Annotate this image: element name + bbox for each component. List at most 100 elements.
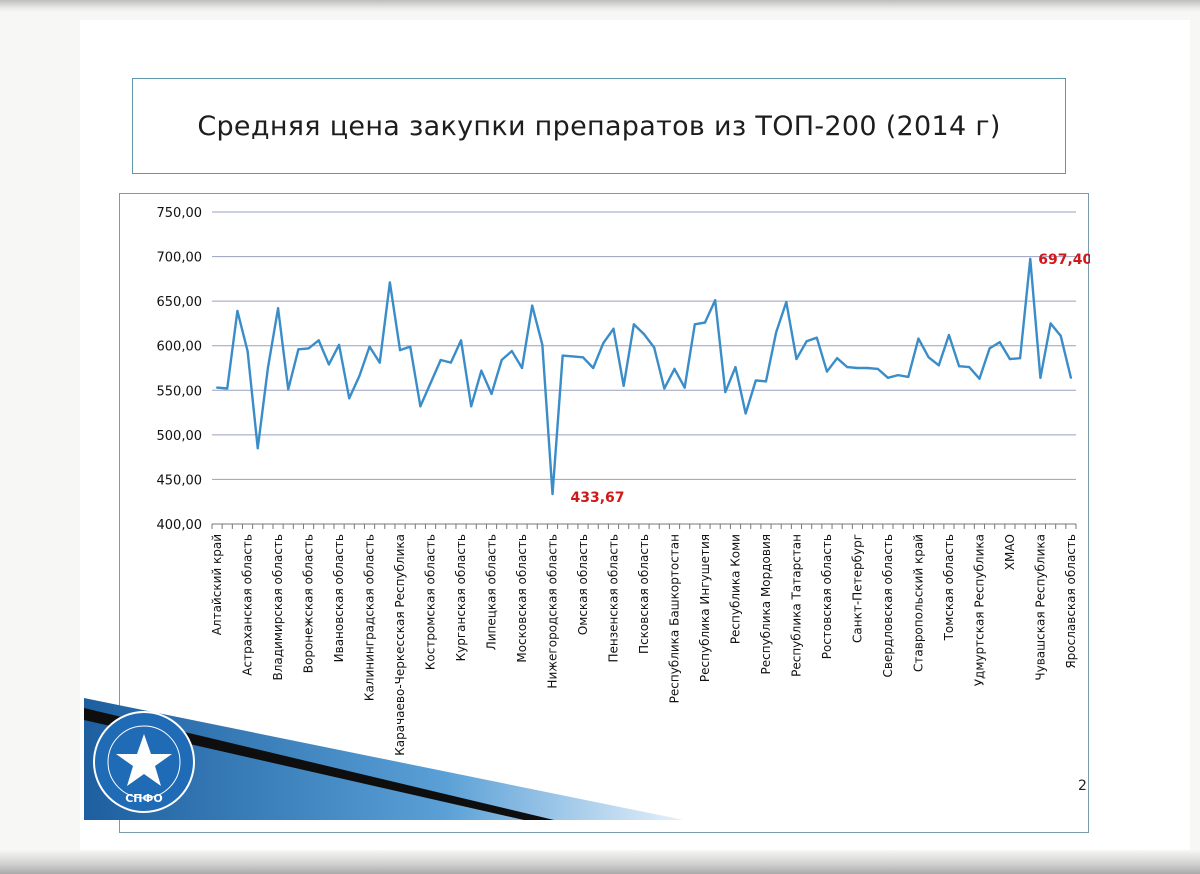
x-tick-label: Псковская область	[637, 534, 651, 654]
x-tick-label: Удмуртская Республика	[972, 534, 986, 686]
x-tick-label: Республика Ингушетия	[698, 534, 712, 682]
y-tick-label: 700,00	[157, 251, 203, 266]
data-point	[1039, 376, 1042, 379]
data-point	[531, 304, 534, 307]
data-point	[561, 354, 564, 357]
data-point	[388, 281, 391, 284]
data-point	[226, 387, 229, 390]
data-point	[459, 339, 463, 342]
data-point	[266, 366, 270, 370]
page-number: 2	[1078, 778, 1087, 794]
data-point	[602, 341, 605, 345]
line-chart: 400,00 450,00 500,00 550,00 600,00 650,00 700,…	[157, 206, 1091, 756]
x-tick-label: Московская область	[515, 534, 529, 663]
data-point	[937, 364, 940, 367]
x-tick-label: Воронежская область	[302, 534, 316, 673]
data-point	[358, 374, 361, 378]
data-point	[825, 370, 829, 373]
data-point	[215, 386, 219, 389]
scan-edge-top	[0, 0, 1200, 12]
data-point	[510, 349, 513, 353]
data-point	[917, 337, 920, 340]
data-point	[592, 366, 595, 370]
data-point	[663, 387, 666, 390]
y-axis-ticks: 400,00 450,00 500,00 550,00 600,00 650,00 700,…	[157, 206, 203, 533]
data-point	[754, 379, 757, 382]
data-point	[978, 377, 981, 380]
data-point	[764, 380, 768, 383]
y-tick-label: 550,00	[157, 384, 203, 399]
data-point	[866, 366, 869, 370]
data-point	[683, 386, 686, 389]
scan-edge-bottom	[0, 850, 1200, 874]
data-point	[947, 333, 951, 337]
data-point	[419, 405, 422, 408]
data-point	[1008, 357, 1012, 361]
data-point	[927, 356, 930, 359]
x-tick-label: Владимирская область	[271, 534, 285, 680]
data-point	[622, 384, 625, 387]
data-point	[1018, 357, 1022, 360]
data-point	[958, 365, 961, 368]
data-point	[673, 367, 676, 370]
data-point	[520, 366, 524, 370]
x-tick-label: Томская область	[942, 534, 956, 641]
x-tick-label: Ивановская область	[332, 534, 346, 662]
logo-inner-ring	[107, 725, 181, 799]
data-point	[805, 340, 808, 343]
data-point	[581, 356, 585, 359]
x-tick-label: Чувашская Республика	[1033, 534, 1047, 681]
data-point	[632, 323, 635, 326]
data-point	[785, 300, 788, 304]
data-point	[490, 392, 493, 395]
data-point	[988, 347, 991, 350]
data-point	[856, 366, 859, 370]
x-tick-label: Санкт-Петербург	[850, 534, 864, 643]
x-tick-label: Курганская область	[454, 534, 468, 661]
grid-lines	[212, 211, 1076, 525]
logo-text: СПФО	[125, 792, 163, 805]
data-point	[642, 333, 646, 336]
data-point	[876, 367, 879, 370]
series-layer	[215, 257, 1073, 496]
data-point	[612, 327, 615, 330]
x-tick-label: Костромская область	[424, 534, 438, 670]
data-point	[398, 349, 402, 352]
data-point	[449, 361, 452, 364]
data-point	[480, 369, 483, 372]
x-axis-ticks: Алтайский край Астраханская область Владим…	[210, 523, 1078, 756]
data-point	[368, 345, 371, 348]
y-tick-label: 600,00	[157, 340, 203, 355]
dark-stripe-shape	[84, 708, 554, 820]
data-point	[998, 341, 1001, 344]
data-point	[246, 349, 249, 353]
x-tick-label: Республика Башкортостан	[667, 534, 681, 703]
data-point	[439, 358, 442, 362]
data-point	[500, 358, 503, 362]
x-tick-label: Омская область	[576, 534, 590, 635]
x-tick-label: ХМАО	[1003, 534, 1017, 570]
data-point	[256, 447, 259, 450]
y-tick-label: 450,00	[157, 473, 203, 488]
data-point	[551, 492, 554, 496]
x-tick-label: Ставропольский край	[911, 534, 925, 672]
data-point	[287, 388, 290, 391]
x-tick-label: Алтайский край	[210, 534, 224, 635]
data-point	[714, 299, 717, 302]
x-tick-label: Ярославская область	[1064, 534, 1078, 669]
x-tick-label: Липецкая область	[485, 534, 499, 650]
star-icon	[116, 734, 172, 786]
data-point	[897, 374, 900, 377]
x-tick-label: Республика Мордовия	[759, 534, 773, 675]
x-tick-label: Ростовская область	[820, 534, 834, 659]
data-point	[327, 363, 330, 366]
data-point	[846, 366, 849, 369]
data-point	[693, 323, 696, 326]
x-tick-label: Республика Коми	[728, 534, 742, 644]
y-tick-label: 400,00	[157, 518, 203, 533]
y-tick-label: 650,00	[157, 295, 203, 310]
data-point	[815, 336, 818, 339]
logo-band: СПФО	[84, 698, 684, 820]
logo-emblem: СПФО	[93, 711, 195, 813]
data-point	[795, 357, 798, 361]
